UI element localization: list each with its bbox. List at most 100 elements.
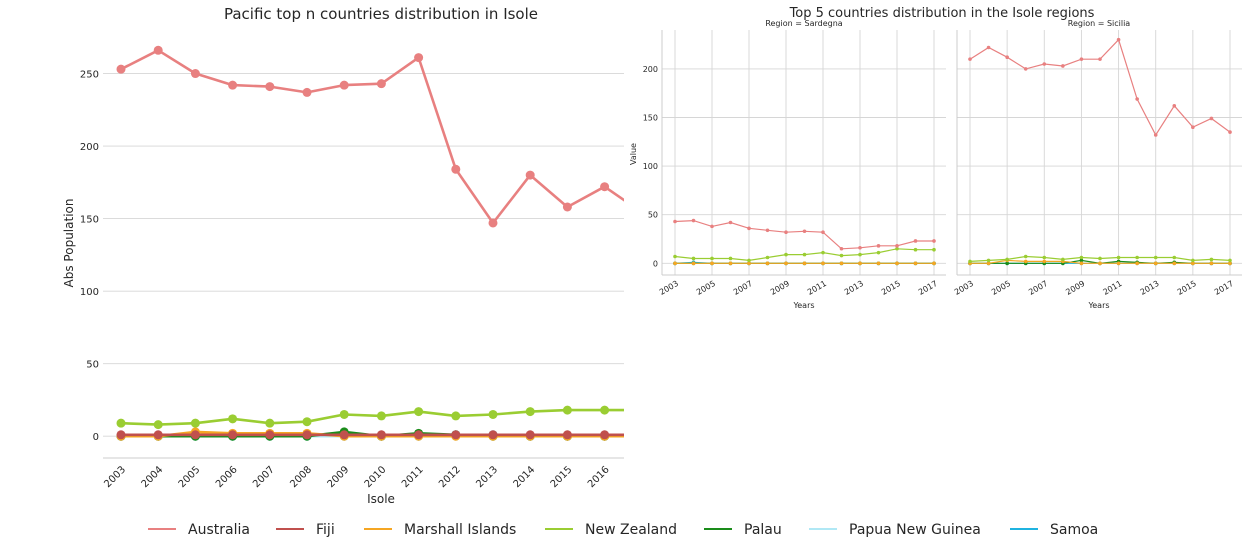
- facet-x-tick-label: 2017: [917, 279, 939, 297]
- point-australia: [302, 87, 312, 97]
- left-y-tick-label: 150: [80, 215, 99, 226]
- point-fiji: [600, 430, 610, 440]
- facet-x-tick-label: 2009: [1064, 279, 1086, 297]
- facet-series-line: [674, 219, 934, 250]
- facet-point: [710, 261, 714, 266]
- facet-point: [1098, 261, 1102, 266]
- facet-point: [858, 261, 862, 266]
- facet-x-tick-label: 2015: [1176, 279, 1198, 297]
- left-y-tick-label: 100: [80, 287, 99, 298]
- point-new-zealand: [525, 407, 535, 417]
- facet-point: [728, 261, 733, 266]
- facet-point: [691, 256, 696, 261]
- facet-point: [1005, 261, 1009, 266]
- facet-x-tick-label: 2017: [1213, 279, 1235, 297]
- legend-label-samoa: Samoa: [1050, 522, 1098, 538]
- point-new-zealand: [228, 414, 238, 424]
- point-australia: [451, 164, 461, 174]
- left-y-axis-label: Abs Population: [62, 199, 76, 288]
- point-australia: [228, 80, 238, 90]
- facet-point: [986, 258, 991, 263]
- facet-x-tick-label: 2003: [953, 279, 975, 297]
- point-australia: [190, 69, 200, 79]
- facet-point: [1228, 261, 1232, 266]
- right-chart-title: Top 5 countries distribution in the Isol…: [789, 6, 1095, 21]
- facet-point: [932, 261, 936, 266]
- facet-point: [673, 219, 677, 224]
- left-line-chart: Pacific top n countries distribution in …: [62, 5, 624, 506]
- facet-x-tick-label: 2009: [769, 279, 791, 297]
- facet-point: [728, 220, 733, 225]
- facet-point: [821, 261, 825, 266]
- left-x-tick-label: 2013: [474, 464, 500, 490]
- facet-point: [913, 247, 918, 252]
- right-facet-chart: Top 5 countries distribution in the Isol…: [629, 6, 1242, 310]
- left-plot-area: [116, 45, 624, 441]
- facet-point: [1135, 97, 1139, 101]
- facet-point: [1172, 255, 1177, 260]
- facet-point: [1079, 255, 1084, 260]
- facet-point: [839, 261, 844, 266]
- legend-label-palau: Palau: [744, 522, 782, 538]
- facet-point: [784, 230, 788, 235]
- facet-point: [1153, 261, 1158, 266]
- facet-x-tick-label: 2013: [1139, 279, 1161, 297]
- point-fiji: [339, 430, 349, 440]
- point-australia: [562, 202, 572, 212]
- facet-point: [1191, 125, 1195, 130]
- facet-point: [913, 239, 918, 243]
- facet-point: [691, 218, 696, 223]
- facet-point: [1209, 257, 1214, 262]
- facet-x-tick-label: 2007: [732, 279, 754, 297]
- facet-point: [1228, 258, 1232, 263]
- point-australia: [265, 82, 275, 92]
- left-y-tick-label: 250: [80, 70, 99, 81]
- facet-point: [710, 256, 714, 261]
- point-fiji: [302, 430, 312, 440]
- facet-point: [1042, 62, 1047, 66]
- facet-point: [673, 261, 677, 266]
- facet-point: [1135, 261, 1139, 266]
- facet-point: [1172, 104, 1177, 108]
- point-fiji: [153, 430, 163, 440]
- facet-sardegna: Region = Sardegna Years 0 50 100 150 200 2003…: [643, 19, 946, 310]
- facet-point: [1042, 255, 1047, 260]
- facet-point: [1172, 261, 1177, 266]
- left-x-tick-label: 2005: [177, 464, 203, 490]
- point-fiji: [228, 430, 238, 440]
- facet-point: [858, 252, 862, 257]
- facet-x-tick-label: 2005: [990, 279, 1012, 297]
- point-australia: [600, 182, 610, 192]
- facet-point: [1209, 116, 1214, 121]
- facet-point: [1079, 261, 1084, 266]
- facet-point: [895, 261, 899, 266]
- facet-point: [821, 230, 825, 235]
- facet-point: [1153, 255, 1158, 260]
- point-new-zealand: [116, 418, 126, 428]
- facet-point: [1191, 261, 1195, 266]
- facet-point: [802, 261, 807, 266]
- facet-point: [1061, 257, 1065, 262]
- left-y-tick-label: 200: [80, 142, 99, 153]
- facet-point: [932, 247, 936, 252]
- facet-sicilia: Region = Sicilia Years 2003 2005 2007 2009 2…: [953, 19, 1242, 310]
- facet-point: [765, 228, 770, 233]
- facet-point: [1079, 258, 1084, 263]
- facet-y-tick-label: 50: [648, 211, 658, 220]
- facet-point: [876, 261, 881, 266]
- facet-x-tick-label: 2015: [880, 279, 902, 297]
- facet-point: [1191, 258, 1195, 263]
- facet-point: [821, 250, 825, 255]
- left-x-tick-label: 2003: [102, 464, 128, 490]
- facet-point: [876, 250, 881, 255]
- facet-point: [1042, 259, 1047, 264]
- facet-y-tick-label: 200: [643, 65, 658, 74]
- point-fiji: [116, 430, 126, 440]
- point-new-zealand: [414, 407, 424, 417]
- facet-point: [839, 246, 844, 251]
- facet-point: [728, 256, 733, 261]
- point-new-zealand: [190, 418, 200, 428]
- facet-point: [876, 244, 881, 248]
- point-australia: [153, 45, 163, 55]
- facet-point: [1116, 37, 1121, 42]
